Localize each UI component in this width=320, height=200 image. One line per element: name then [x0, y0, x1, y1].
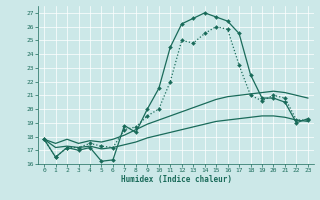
X-axis label: Humidex (Indice chaleur): Humidex (Indice chaleur) — [121, 175, 231, 184]
